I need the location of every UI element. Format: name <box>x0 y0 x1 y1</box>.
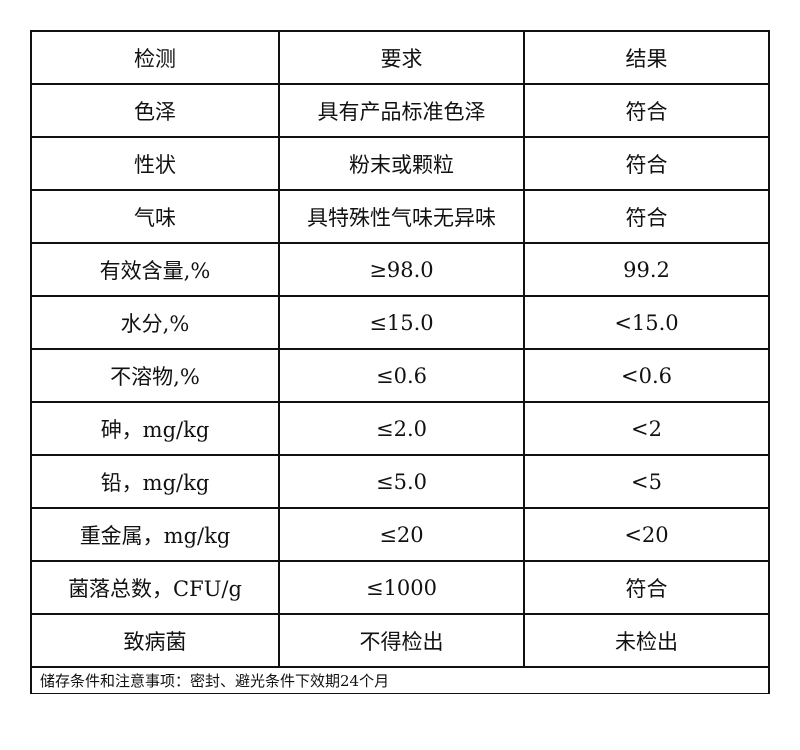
table-row: 气味 具特殊性气味无异味 符合 <box>30 189 770 244</box>
cell-requirement: ≤1000 <box>278 560 525 615</box>
cell-test: 气味 <box>30 189 280 244</box>
table-row: 铅，mg/kg ≤5.0 <5 <box>30 454 770 509</box>
cell-requirement: ≥98.0 <box>278 242 525 297</box>
cell-requirement: 不得检出 <box>278 613 525 668</box>
cell-result: <2 <box>523 401 770 456</box>
footer-row: 储存条件和注意事项：密封、避光条件下效期24个月 <box>30 666 770 694</box>
table-row: 色泽 具有产品标准色泽 符合 <box>30 83 770 138</box>
cell-requirement: 具有产品标准色泽 <box>278 83 525 138</box>
storage-note: 储存条件和注意事项：密封、避光条件下效期24个月 <box>30 666 770 694</box>
cell-result: 符合 <box>523 83 770 138</box>
cell-test: 色泽 <box>30 83 280 138</box>
table-row: 水分,% ≤15.0 <15.0 <box>30 295 770 350</box>
cell-test: 性状 <box>30 136 280 191</box>
cell-result: <5 <box>523 454 770 509</box>
cell-test: 水分,% <box>30 295 280 350</box>
cell-result: 未检出 <box>523 613 770 668</box>
cell-result: 符合 <box>523 560 770 615</box>
cell-test: 有效含量,% <box>30 242 280 297</box>
cell-requirement: ≤0.6 <box>278 348 525 403</box>
cell-result: <20 <box>523 507 770 562</box>
cell-test: 重金属，mg/kg <box>30 507 280 562</box>
header-cell-test: 检测 <box>30 30 280 85</box>
table-row: 有效含量,% ≥98.0 99.2 <box>30 242 770 297</box>
header-cell-requirement: 要求 <box>278 30 525 85</box>
header-cell-result: 结果 <box>523 30 770 85</box>
cell-test: 不溶物,% <box>30 348 280 403</box>
quality-spec-table: 检测 要求 结果 色泽 具有产品标准色泽 符合 性状 粉末或颗粒 符合 气味 具特殊性气味无异… <box>30 30 770 694</box>
cell-result: <0.6 <box>523 348 770 403</box>
table-row: 重金属，mg/kg ≤20 <20 <box>30 507 770 562</box>
table-row: 性状 粉末或颗粒 符合 <box>30 136 770 191</box>
cell-test: 砷，mg/kg <box>30 401 280 456</box>
table-row: 菌落总数，CFU/g ≤1000 符合 <box>30 560 770 615</box>
cell-test: 菌落总数，CFU/g <box>30 560 280 615</box>
table-row: 致病菌 不得检出 未检出 <box>30 613 770 668</box>
table-header-row: 检测 要求 结果 <box>30 30 770 85</box>
cell-test: 致病菌 <box>30 613 280 668</box>
cell-result: <15.0 <box>523 295 770 350</box>
cell-result: 99.2 <box>523 242 770 297</box>
cell-requirement: ≤2.0 <box>278 401 525 456</box>
cell-requirement: ≤20 <box>278 507 525 562</box>
table-row: 砷，mg/kg ≤2.0 <2 <box>30 401 770 456</box>
cell-requirement: ≤15.0 <box>278 295 525 350</box>
cell-requirement: ≤5.0 <box>278 454 525 509</box>
cell-test: 铅，mg/kg <box>30 454 280 509</box>
table-row: 不溶物,% ≤0.6 <0.6 <box>30 348 770 403</box>
cell-result: 符合 <box>523 136 770 191</box>
cell-requirement: 粉末或颗粒 <box>278 136 525 191</box>
cell-result: 符合 <box>523 189 770 244</box>
cell-requirement: 具特殊性气味无异味 <box>278 189 525 244</box>
